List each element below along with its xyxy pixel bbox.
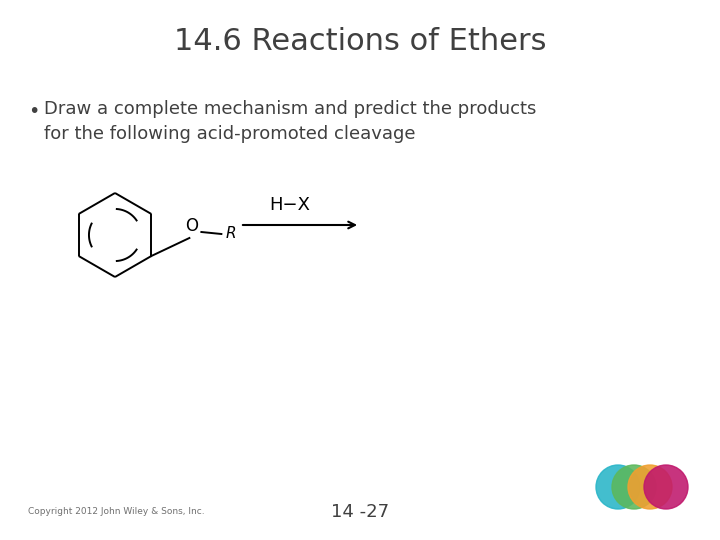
Circle shape (596, 465, 640, 509)
Text: for the following acid-promoted cleavage: for the following acid-promoted cleavage (44, 125, 415, 143)
Text: 14.6 Reactions of Ethers: 14.6 Reactions of Ethers (174, 28, 546, 57)
Text: R: R (225, 226, 236, 241)
Circle shape (628, 465, 672, 509)
Text: •: • (28, 102, 40, 121)
Circle shape (612, 465, 656, 509)
Text: O: O (185, 217, 198, 235)
Text: H−X: H−X (269, 196, 310, 214)
Circle shape (644, 465, 688, 509)
Text: 14 -27: 14 -27 (331, 503, 389, 521)
Text: Copyright 2012 John Wiley & Sons, Inc.: Copyright 2012 John Wiley & Sons, Inc. (28, 508, 204, 516)
Text: Draw a complete mechanism and predict the products: Draw a complete mechanism and predict th… (44, 100, 536, 118)
